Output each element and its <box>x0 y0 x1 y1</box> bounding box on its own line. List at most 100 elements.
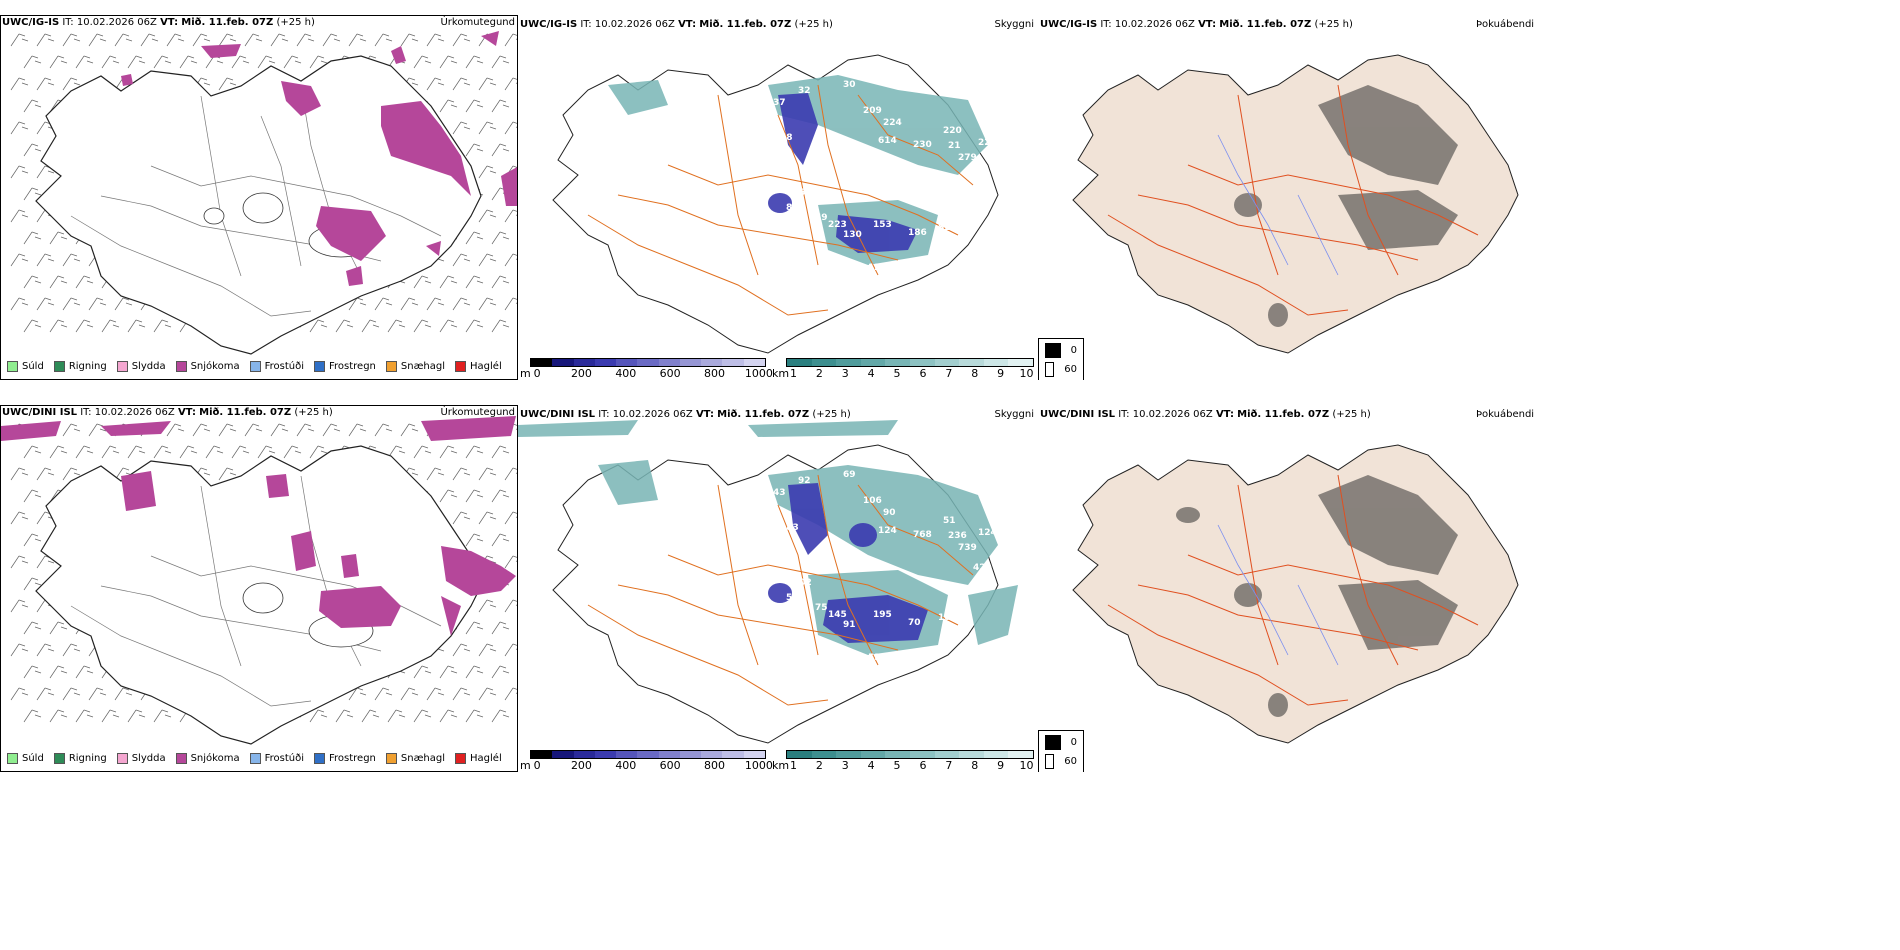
it-label: IT: <box>598 409 610 420</box>
wind-barb <box>413 275 432 289</box>
colorbar-tick-label: 2 <box>815 759 823 772</box>
ceiling-value-label: 75 <box>815 603 828 613</box>
it-label: IT: <box>80 407 92 418</box>
ceiling-value-label: 236 <box>948 531 967 541</box>
wind-barb <box>218 33 237 47</box>
ceiling-value-label: 59 <box>815 213 828 223</box>
fog-panel-label-bottom: Þokuábendi <box>1476 409 1535 420</box>
wind-barb <box>166 423 185 437</box>
precip-panel-top: UWC/IG-IS IT: 10.02.2026 06Z VT: Mið. 11… <box>0 15 518 380</box>
vt-label: VT: <box>695 409 714 420</box>
ceiling-value-label: 17 <box>973 173 986 183</box>
wind-barb <box>36 643 55 657</box>
colorbar-segment <box>658 751 680 758</box>
wind-barb <box>23 143 42 157</box>
wind-barb <box>348 423 367 437</box>
ceiling-value-label: 69 <box>843 470 856 480</box>
colorbar-segment <box>959 751 984 758</box>
wind-barb <box>231 445 250 459</box>
colorbar-tick-label: 7 <box>945 367 953 380</box>
precip-legend-bottom: Súld Rigning Slydda Snjókoma Frostúði Frostre… <box>7 753 502 764</box>
wind-barb <box>36 77 55 91</box>
lead-time: (+25 h) <box>794 19 833 30</box>
colorbar-tick-label: 400 <box>615 759 637 772</box>
wind-barb <box>322 33 341 47</box>
colorbar-tick-label: 9 <box>997 759 1005 772</box>
colorbar-segment <box>885 751 910 758</box>
colorbar-segment <box>811 359 837 366</box>
wind-barb <box>413 709 432 723</box>
ceiling-value-label: 14 <box>848 663 861 673</box>
colorbar-tick-label: 3 <box>841 367 849 380</box>
wind-barb <box>504 643 517 657</box>
precip-title-top: UWC/IG-IS IT: 10.02.2026 06Z VT: Mið. 11… <box>2 17 315 28</box>
wind-barb <box>439 665 458 679</box>
wind-barb <box>491 231 510 245</box>
colorbar-segment <box>722 359 744 366</box>
wind-barb <box>400 297 419 311</box>
wind-barb <box>465 55 484 69</box>
ceiling-value-label: 58 <box>780 133 793 143</box>
wind-barb <box>504 33 517 47</box>
wind-barb <box>49 319 68 333</box>
wind-barb <box>504 297 517 311</box>
fog-legend-label: 0 <box>1070 345 1077 356</box>
wind-barb <box>478 687 497 701</box>
legend-swatch <box>53 753 65 764</box>
colorbar-segment <box>722 751 744 758</box>
ceiling-value-label: 102 <box>793 578 812 588</box>
ceiling-value-label: 739 <box>958 543 977 553</box>
wind-barb <box>114 297 133 311</box>
wind-barb <box>49 709 68 723</box>
legend-swatch <box>249 361 261 372</box>
visibility-panel-label-top: Skyggni <box>994 19 1034 30</box>
wind-barb <box>465 533 484 547</box>
wind-barb <box>153 709 172 723</box>
legend-swatch <box>455 361 467 372</box>
legend-swatch <box>455 753 467 764</box>
wind-barb <box>283 445 302 459</box>
wind-barb <box>309 319 328 333</box>
wind-barb <box>10 209 29 223</box>
vt-value: Mið. 11.feb. 07Z <box>181 17 274 28</box>
wind-barb <box>478 297 497 311</box>
wind-barb <box>478 209 497 223</box>
wind-barb <box>491 99 510 113</box>
colorbar-tick-label: 600 <box>659 367 681 380</box>
colorbar-segment <box>573 359 595 366</box>
wind-barb <box>75 275 94 289</box>
wind-barb <box>101 709 120 723</box>
legend-label: Snjókoma <box>190 753 240 764</box>
wind-barb <box>23 577 42 591</box>
visibility-panel-top: UWC/IG-IS IT: 10.02.2026 06Z VT: Mið. 11… <box>518 15 1038 380</box>
wind-barb <box>62 467 81 481</box>
model-name: UWC/IG-IS <box>1040 19 1098 30</box>
colorbar-tick-label: 200 <box>570 759 592 772</box>
wind-barb <box>23 621 42 635</box>
wind-barb <box>504 77 517 91</box>
colorbar-segment <box>531 359 553 366</box>
legend-label: Frostregn <box>329 361 376 372</box>
colorbar-segment <box>616 359 638 366</box>
wind-barb <box>88 687 107 701</box>
wind-barb <box>452 253 471 267</box>
wind-barb <box>426 467 445 481</box>
legend-item: Rigning <box>53 753 107 764</box>
colorbar-tick-label: 5 <box>893 759 901 772</box>
wind-barb <box>335 709 354 723</box>
wind-barb <box>335 319 354 333</box>
wind-barb <box>465 231 484 245</box>
legend-label: Frostregn <box>329 753 376 764</box>
iceland-landmass <box>1072 444 1519 744</box>
ceiling-value-label: 55 <box>868 653 881 663</box>
ceiling-value-label: 82 <box>938 223 951 233</box>
wind-barb <box>387 709 406 723</box>
wind-barb <box>36 467 55 481</box>
legend-label: Rigning <box>68 753 107 764</box>
colorbar-unit: m <box>520 367 531 380</box>
colorbar-segment <box>594 751 617 758</box>
ceiling-value-label: 43 <box>773 488 786 498</box>
fog-legend-row: 0 <box>1045 343 1077 358</box>
wind-barb <box>205 445 224 459</box>
wind-barb <box>36 253 55 267</box>
